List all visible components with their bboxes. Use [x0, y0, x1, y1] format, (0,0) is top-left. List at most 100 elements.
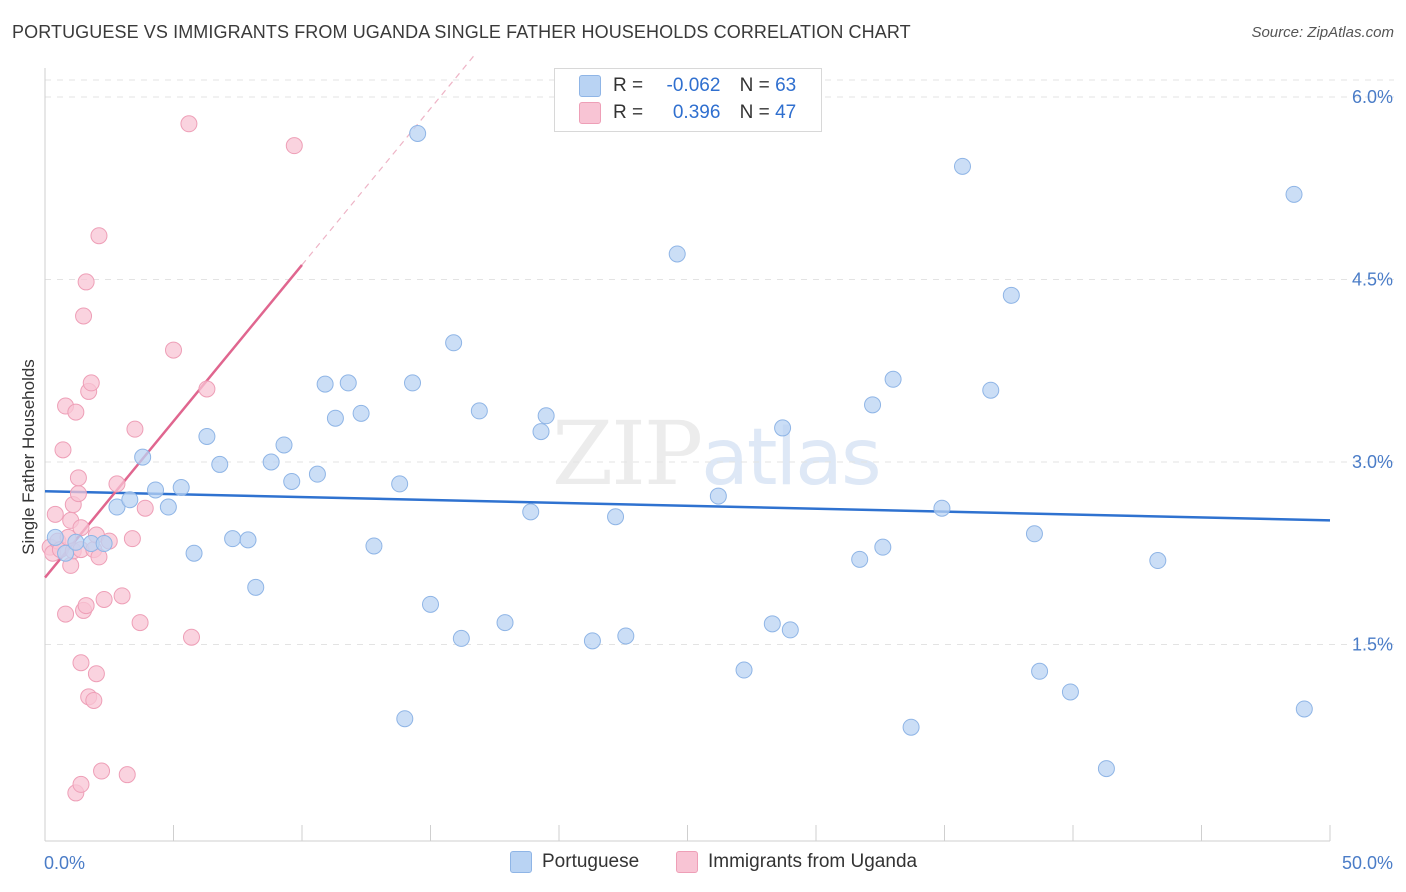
- legend-n-label-1: N =: [739, 75, 770, 97]
- uganda-point: [87, 665, 105, 683]
- portuguese-point: [46, 528, 64, 546]
- portuguese-point: [239, 531, 257, 549]
- uganda-point: [165, 341, 182, 359]
- portuguese-point: [933, 499, 951, 517]
- portuguese-point: [583, 632, 601, 650]
- legend-row-portuguese: R = -0.062 N = 63: [579, 75, 796, 99]
- trend-lines: [44, 54, 1331, 579]
- portuguese-point: [326, 409, 344, 427]
- portuguese-point: [275, 436, 293, 454]
- uganda-point: [136, 499, 154, 517]
- portuguese-point: [108, 498, 126, 516]
- uganda-point: [95, 590, 113, 608]
- uganda-point: [285, 137, 303, 155]
- portuguese-point: [470, 402, 488, 420]
- portuguese-point: [211, 455, 229, 473]
- bottom-legend-portuguese: Portuguese: [510, 851, 639, 873]
- legend-row-uganda: R = 0.396 N = 47: [579, 102, 796, 126]
- uganda-point: [82, 374, 100, 392]
- uganda-point: [72, 654, 90, 672]
- legend-r-value-2: 0.396: [672, 102, 721, 124]
- uganda-point: [108, 475, 126, 493]
- portuguese-point: [1295, 700, 1313, 718]
- bottom-swatch-pink: [676, 851, 698, 873]
- portuguese-point: [617, 627, 635, 645]
- uganda-point: [72, 519, 90, 537]
- portuguese-point: [1025, 525, 1043, 543]
- portuguese-point: [851, 550, 869, 568]
- legend-r-label-1: R =: [613, 75, 644, 97]
- portuguese-point: [709, 487, 727, 505]
- uganda-trend-extension: [301, 54, 476, 266]
- uganda-point: [180, 115, 198, 133]
- legend-r-label-2: R =: [613, 102, 644, 124]
- y-tick-label: 1.5%: [1352, 635, 1393, 655]
- portuguese-point: [404, 374, 422, 392]
- portuguese-point: [134, 448, 152, 466]
- correlation-legend: R = -0.062 N = 63 R = 0.396 N = 47: [554, 68, 822, 132]
- bottom-swatch-blue: [510, 851, 532, 873]
- x-tick-label-max: 50.0%: [1342, 853, 1393, 873]
- portuguese-point: [781, 621, 799, 639]
- uganda-point: [131, 614, 149, 632]
- portuguese-point: [735, 661, 753, 679]
- uganda-point: [126, 420, 144, 438]
- portuguese-point: [159, 498, 177, 516]
- portuguese-point: [1002, 286, 1020, 304]
- portuguese-point: [67, 533, 85, 551]
- bottom-legend-label-2: Immigrants from Uganda: [708, 851, 918, 873]
- portuguese-point: [224, 530, 242, 548]
- watermark-atlas: atlas: [701, 413, 881, 503]
- chart-title: PORTUGUESE VS IMMIGRANTS FROM UGANDA SIN…: [12, 22, 911, 42]
- y-tick-label: 4.5%: [1352, 270, 1393, 290]
- grid-lines: [45, 79, 1394, 645]
- y-tick-label: 6.0%: [1352, 87, 1393, 107]
- portuguese-point: [352, 404, 370, 422]
- uganda-point: [75, 307, 93, 325]
- portuguese-point: [247, 578, 265, 596]
- portuguese-point: [1097, 760, 1115, 778]
- portuguese-point: [121, 491, 139, 509]
- uganda-point: [57, 605, 75, 623]
- portuguese-point: [774, 419, 792, 437]
- source-label: Source: ZipAtlas.com: [1251, 24, 1394, 41]
- legend-swatch-blue: [579, 75, 601, 97]
- uganda-point: [93, 762, 111, 780]
- portuguese-point: [409, 125, 427, 142]
- portuguese-point: [607, 508, 625, 526]
- legend-n-value-2: 47: [775, 102, 797, 124]
- portuguese-point: [1149, 552, 1167, 570]
- portuguese-point: [496, 614, 514, 632]
- uganda-point: [90, 227, 108, 245]
- uganda-point: [182, 628, 200, 646]
- legend-r-value-1: -0.062: [666, 75, 721, 97]
- portuguese-point: [396, 710, 414, 728]
- portuguese-point: [147, 481, 165, 499]
- watermark: ZIPatlas: [552, 402, 882, 505]
- bottom-legend-uganda: Immigrants from Uganda: [676, 851, 917, 873]
- uganda-point: [77, 273, 95, 291]
- portuguese-points: [46, 125, 1313, 778]
- uganda-point: [69, 485, 87, 503]
- portuguese-point: [874, 538, 892, 556]
- watermark-zip: ZIP: [552, 402, 703, 505]
- legend-n-label-2: N =: [739, 102, 770, 124]
- portuguese-point: [884, 370, 902, 388]
- legend-swatch-pink: [579, 102, 601, 124]
- portuguese-point: [982, 381, 1000, 399]
- portuguese-point: [1031, 662, 1049, 680]
- portuguese-point: [283, 472, 301, 490]
- portuguese-point: [172, 479, 190, 497]
- portuguese-point: [422, 595, 439, 613]
- uganda-point: [69, 469, 87, 487]
- portuguese-point: [864, 396, 882, 414]
- x-tick-label-min: 0.0%: [44, 853, 85, 873]
- y-axis-title: Single Father Households: [19, 359, 38, 555]
- uganda-point: [85, 691, 103, 709]
- portuguese-point: [763, 615, 781, 633]
- legend-n-value-1: 63: [775, 75, 797, 97]
- uganda-points: [41, 115, 303, 802]
- portuguese-point: [532, 423, 550, 441]
- y-tick-label: 3.0%: [1352, 452, 1393, 472]
